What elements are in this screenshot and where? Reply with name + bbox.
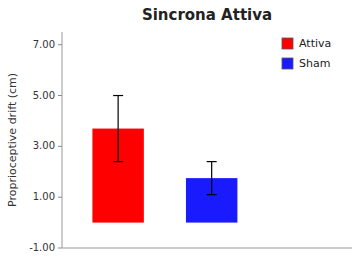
y-tick-label: 3.00 bbox=[33, 140, 55, 151]
y-tick bbox=[58, 95, 62, 96]
y-tick bbox=[58, 197, 62, 198]
title: Sincrona Attiva bbox=[142, 6, 272, 24]
legend: Attiva Sham bbox=[282, 37, 331, 70]
y-tick-label: -1.00 bbox=[29, 242, 55, 253]
legend-swatch bbox=[282, 58, 293, 69]
y-axis-line bbox=[62, 32, 63, 248]
plot-area bbox=[92, 96, 237, 223]
y-tick-label: 5.00 bbox=[33, 90, 55, 101]
y-tick-label: 7.00 bbox=[33, 39, 55, 50]
y-tick-label: 1.00 bbox=[33, 191, 55, 202]
legend-label: Sham bbox=[299, 57, 330, 70]
error-bar bbox=[207, 162, 217, 195]
error-bar bbox=[113, 96, 123, 162]
y-axis-label: Proprioceptive drift (cm) bbox=[6, 73, 19, 207]
y-tick bbox=[58, 146, 62, 147]
y-tick bbox=[58, 248, 62, 249]
y-tick bbox=[58, 44, 62, 45]
x-axis-line bbox=[62, 248, 352, 249]
chart: Sincrona Attiva Proprioceptive drift (cm)… bbox=[0, 0, 362, 260]
legend-label: Attiva bbox=[299, 37, 331, 50]
legend-swatch bbox=[282, 38, 293, 49]
